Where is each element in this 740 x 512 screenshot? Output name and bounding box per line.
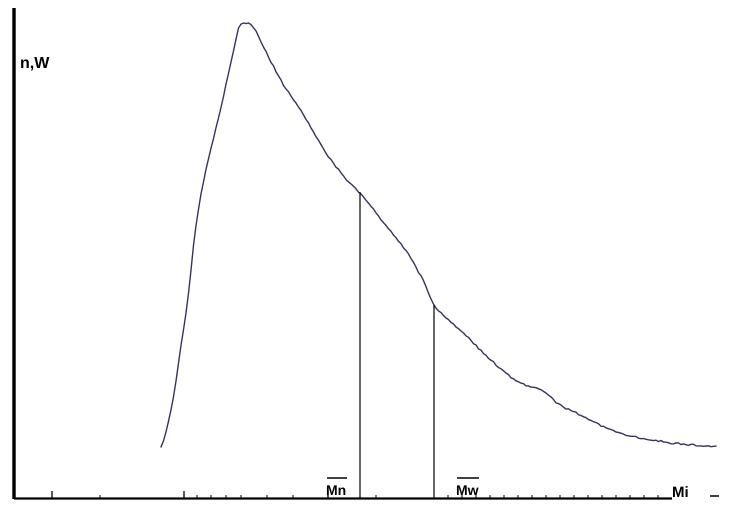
svg-text:n,W: n,W <box>20 55 50 72</box>
svg-text:Mw: Mw <box>456 482 479 498</box>
svg-text:Mi: Mi <box>672 484 689 501</box>
svg-text:Mn: Mn <box>326 482 346 498</box>
